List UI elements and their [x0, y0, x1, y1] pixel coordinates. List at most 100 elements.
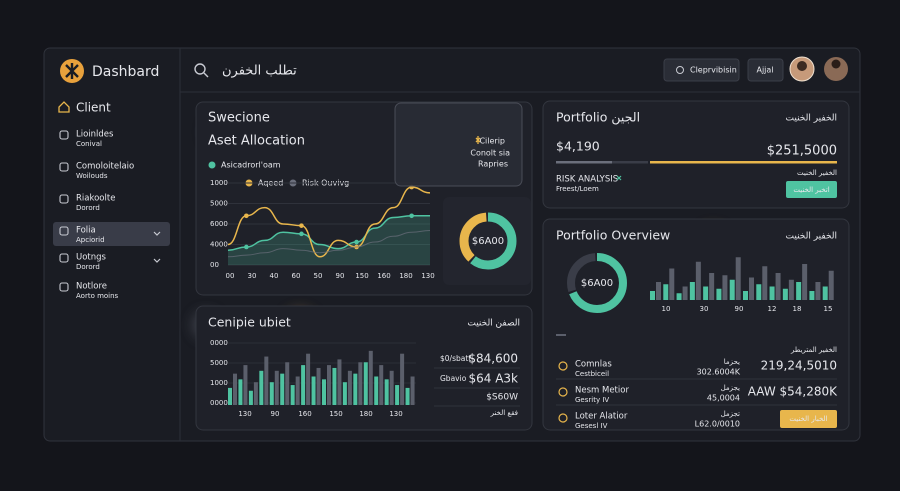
stat-label: Gbavio [440, 374, 467, 383]
x-tick-label: 90 [271, 410, 280, 418]
row-sub: Gesesl IV [575, 422, 608, 430]
brand-logo-mark [65, 63, 79, 79]
x-tick-label: 60 [292, 272, 301, 280]
x-tick-label: 30 [700, 305, 709, 313]
bar [311, 376, 316, 405]
search-input[interactable]: تطلب الخفرن [222, 64, 297, 79]
button[interactable] [780, 410, 837, 428]
button-label[interactable]: Ajjal [756, 66, 773, 75]
x-tick-label: 50 [314, 272, 323, 280]
nav-active [53, 222, 170, 246]
bar [306, 353, 311, 405]
nav-sub: Apciorid [76, 236, 105, 244]
bar [405, 387, 410, 405]
point [244, 213, 249, 219]
bar [400, 353, 405, 405]
chevron[interactable] [153, 231, 161, 236]
bar [682, 286, 688, 300]
y-tick-label: 5000 [210, 200, 228, 208]
line [227, 215, 430, 251]
bar [233, 373, 237, 405]
donut-panel [443, 197, 531, 285]
nav-icon [59, 253, 69, 263]
nav-icon [59, 226, 69, 236]
x-tick-label: 18 [793, 305, 802, 313]
donut-segment [567, 253, 627, 313]
donut-label: $6A00 [581, 278, 613, 289]
bar [709, 273, 715, 300]
popup-text: Cilerip [479, 137, 505, 146]
avatar-hair [797, 61, 807, 71]
section-tag: الخفير الخنيت [797, 169, 837, 177]
nav-item[interactable]: Folia [76, 226, 96, 236]
section-sub: Freest/Loem [556, 185, 599, 193]
nav-item[interactable]: Client [76, 101, 111, 115]
bar [269, 382, 274, 405]
card-title: Portfolio الجين [556, 110, 640, 126]
x-tick-label: 90 [735, 305, 744, 313]
row-value: 302.6004K [697, 368, 741, 377]
point [409, 213, 414, 219]
button-label: الخبار الخنيت [789, 415, 827, 423]
bar [743, 291, 748, 300]
row-icon [558, 387, 568, 397]
button[interactable] [663, 58, 740, 82]
line [227, 230, 431, 258]
x-tick-label: 180 [399, 272, 412, 280]
donut-segment [567, 253, 627, 313]
donut-label: $6A00 [472, 236, 504, 247]
row-name: Nesm Metior [575, 386, 629, 396]
bar [228, 387, 232, 405]
nav-item[interactable]: Riakoolte [76, 194, 115, 204]
bar [729, 279, 735, 300]
point [244, 244, 249, 250]
nav-item[interactable]: Lioinldes [76, 130, 114, 140]
row-tag: يحزما [724, 358, 740, 366]
x-tick-label: 15 [824, 305, 833, 313]
bar [368, 350, 373, 405]
bar [650, 291, 655, 300]
y-tick-label: 1000 [210, 379, 228, 387]
bar [809, 291, 815, 300]
card-title: Cenipie ubiet [208, 315, 291, 330]
stat-value: فقع الخنر [490, 409, 518, 417]
point [299, 223, 304, 228]
button[interactable] [786, 181, 837, 198]
bar [384, 379, 389, 405]
list-header: الخفير المتريطر [790, 346, 837, 354]
bar [248, 390, 253, 405]
bar [379, 365, 384, 405]
bar [716, 288, 722, 300]
y-tick-label: 5000 [210, 359, 228, 367]
x-tick-label: 150 [355, 272, 368, 280]
bar [788, 279, 794, 300]
row-icon [558, 413, 568, 423]
nav-item[interactable]: Notlore [76, 282, 107, 292]
bar [389, 370, 394, 405]
avatar[interactable] [824, 57, 848, 81]
card [542, 100, 850, 209]
bar [332, 367, 337, 405]
bar [656, 282, 661, 300]
bar [253, 382, 258, 405]
button-label[interactable]: Cleprvibisin [690, 66, 737, 75]
line [227, 186, 431, 258]
row-sub: Cestbiceil [575, 370, 609, 378]
row-name: Loter Alatior [575, 412, 628, 422]
bar [363, 362, 368, 405]
nav-item[interactable]: Uotngs [76, 253, 107, 263]
bar [274, 370, 279, 405]
bar [243, 365, 248, 405]
x-tick-label: 40 [270, 272, 279, 280]
bar [301, 365, 306, 405]
bar [695, 261, 701, 300]
button[interactable] [747, 58, 784, 82]
y-tick-label: 4000 [210, 241, 228, 249]
nav-sub: Aorto moins [76, 292, 119, 300]
card-tag: الخفير الخنيت [786, 232, 837, 242]
nav-item[interactable]: Comoloitelaio [76, 162, 134, 172]
bar [722, 275, 728, 300]
row-tag: تجزمل [721, 410, 740, 418]
chevron[interactable] [153, 258, 161, 263]
